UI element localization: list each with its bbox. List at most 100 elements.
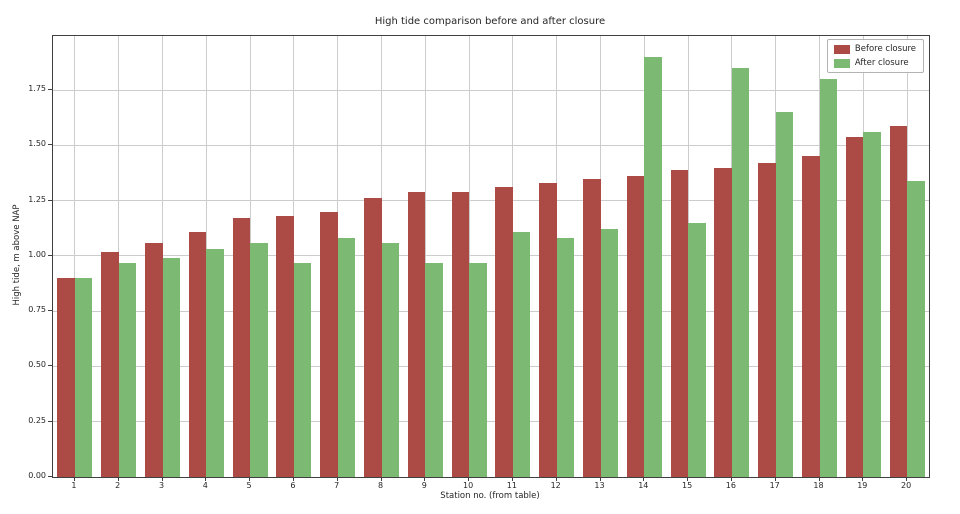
y-tick-label: 0.25 [28,415,46,425]
x-tick-mark [818,477,820,481]
bar-after-closure-station-10 [469,262,487,477]
bar-after-closure-station-14 [644,57,662,477]
bar-before-closure-station-1 [57,278,75,477]
x-tick-label: 14 [638,481,649,490]
y-tick-mark [48,476,52,477]
y-tick-mark [48,89,52,91]
bar-after-closure-station-13 [600,229,618,477]
x-tick-label: 12 [550,481,561,490]
y-gridline [53,200,929,202]
x-tick-label: 4 [202,481,208,490]
x-tick-label: 11 [506,481,517,490]
bar-before-closure-station-5 [232,218,251,477]
y-tick-mark [48,199,52,201]
y-tick-mark [48,254,52,256]
bar-before-closure-station-6 [276,216,294,477]
bar-after-closure-station-17 [775,112,794,477]
bar-before-closure-station-15 [670,169,689,477]
x-gridline [162,36,163,477]
x-axis-label: Station no. (from table) [440,491,540,501]
bar-before-closure-station-16 [714,167,732,477]
legend-label-before-closure: Before closure [854,44,916,54]
x-tick-label: 20 [901,481,912,490]
bar-after-closure-station-16 [731,68,750,477]
x-tick-label: 17 [769,481,780,490]
bar-after-closure-station-20 [907,180,925,477]
x-tick-mark [380,477,382,481]
x-tick-label: 9 [421,481,427,490]
y-gridline [53,255,929,257]
y-tick-mark [48,420,52,422]
bar-after-closure-station-18 [819,79,837,477]
legend: Before closure After closure [826,39,924,73]
chart-title: High tide comparison before and after cl… [374,16,606,27]
legend-item-before-closure: Before closure [833,44,916,54]
x-tick-mark [468,477,470,481]
y-tick-mark [48,365,52,367]
y-gridline [53,310,929,312]
x-tick-mark [292,477,294,481]
y-tick-mark [48,310,52,312]
x-tick-label: 3 [158,481,165,490]
y-gridline [53,365,929,367]
bar-after-closure-station-3 [162,258,180,477]
bar-after-closure-station-19 [863,132,881,477]
y-gridline [53,89,929,91]
bar-before-closure-station-14 [626,176,645,477]
x-tick-mark [862,477,864,481]
bar-after-closure-station-1 [74,278,93,477]
x-tick-mark [643,477,645,481]
bar-after-closure-station-9 [425,262,443,477]
bar-after-closure-station-2 [118,262,137,477]
x-gridline [293,36,295,477]
y-tick-label: 0.75 [28,305,46,315]
x-gridline [424,36,426,477]
x-tick-label: 2 [115,481,121,490]
x-tick-label: 13 [594,481,605,490]
x-tick-mark [511,477,513,481]
x-tick-mark [774,477,776,481]
x-tick-mark [687,477,689,481]
y-tick-label: 1.00 [28,249,46,259]
bar-after-closure-station-7 [337,238,356,477]
x-tick-label: 16 [725,481,736,490]
plot-area: Before closure After closure [52,35,930,478]
x-tick-label: 19 [857,481,868,490]
y-gridline [53,144,929,146]
x-tick-mark [599,477,601,481]
y-tick-label: 1.75 [28,84,46,94]
x-gridline [468,36,470,477]
bar-after-closure-station-5 [250,242,268,477]
bar-before-closure-station-2 [101,251,119,477]
y-gridline [53,421,929,423]
x-tick-label: 15 [682,481,693,490]
bar-before-closure-station-10 [451,191,470,477]
x-tick-mark [161,477,163,481]
bar-after-closure-station-4 [206,249,224,477]
x-tick-label: 10 [463,481,474,490]
x-tick-label: 1 [71,481,77,490]
x-tick-mark [730,477,732,481]
bar-before-closure-station-7 [320,211,338,477]
x-tick-label: 8 [377,481,384,490]
x-gridline [118,36,120,477]
x-tick-label: 7 [334,481,340,490]
x-gridline [74,36,76,477]
bar-before-closure-station-4 [188,231,207,477]
bar-after-closure-station-11 [512,231,531,477]
legend-swatch-after-closure [833,58,850,68]
x-tick-mark [336,477,338,481]
x-tick-label: 18 [813,481,824,490]
legend-swatch-before-closure [833,44,850,54]
y-tick-label: 0.50 [28,360,46,370]
x-tick-mark [249,477,251,481]
y-tick-label: 0.00 [28,471,46,480]
bar-after-closure-station-12 [556,238,575,477]
bar-before-closure-station-13 [583,178,601,477]
bar-after-closure-station-15 [688,222,706,477]
legend-label-after-closure: After closure [854,58,909,68]
bar-after-closure-station-6 [293,262,312,477]
bar-before-closure-station-3 [145,242,163,477]
bar-before-closure-station-11 [495,187,513,477]
